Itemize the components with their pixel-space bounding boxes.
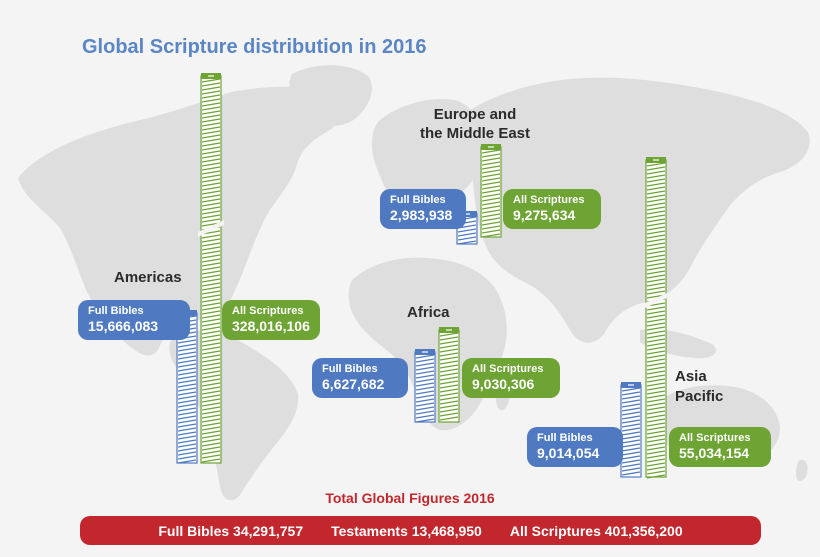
bar-all-scriptures-americas: [198, 73, 224, 464]
full-bibles-key: Full Bibles: [390, 194, 446, 206]
all-scriptures-key: All Scriptures: [472, 363, 544, 375]
full-bibles-label-europe-middle-east: Full Bibles 2,983,938: [380, 189, 466, 229]
region-name-africa: Africa: [407, 303, 450, 322]
all-scriptures-key: All Scriptures: [679, 432, 751, 444]
totals-heading: Total Global Figures 2016: [325, 490, 495, 506]
all-scriptures-label-europe-middle-east: All Scriptures 9,275,634: [503, 189, 601, 229]
total-full-bibles: Full Bibles 34,291,757: [158, 522, 304, 539]
all-scriptures-key: All Scriptures: [513, 194, 585, 206]
bar-all-scriptures-asia-pacific: [643, 157, 669, 479]
bar-full-bibles-africa: [414, 349, 436, 423]
all-scriptures-value: 9,030,306: [472, 376, 535, 392]
bar-full-bibles-asia-pacific: [620, 382, 642, 478]
full-bibles-label-asia-pacific: Full Bibles 9,014,054: [527, 427, 623, 467]
total-testaments: Testaments 13,468,950: [331, 522, 482, 539]
all-scriptures-value: 55,034,154: [679, 445, 750, 461]
region-name-line: Asia: [675, 368, 707, 385]
full-bibles-label-americas: Full Bibles 15,666,083: [78, 300, 190, 340]
total-all-scriptures: All Scriptures 401,356,200: [509, 522, 683, 539]
full-bibles-value: 9,014,054: [537, 445, 600, 461]
full-bibles-value: 2,983,938: [390, 207, 453, 223]
all-scriptures-label-americas: All Scriptures 328,016,106: [222, 300, 320, 340]
region-name-line: Africa: [407, 304, 450, 321]
all-scriptures-key: All Scriptures: [232, 305, 304, 317]
region-name-line: Pacific: [675, 388, 724, 405]
all-scriptures-value: 328,016,106: [232, 318, 310, 334]
full-bibles-key: Full Bibles: [537, 432, 593, 444]
all-scriptures-label-africa: All Scriptures 9,030,306: [462, 358, 560, 398]
full-bibles-key: Full Bibles: [322, 363, 378, 375]
full-bibles-key: Full Bibles: [88, 305, 144, 317]
region-name-line: Americas: [114, 269, 182, 286]
bar-all-scriptures-europe-middle-east: [480, 144, 502, 238]
region-name-asia-pacific: Asia Pacific: [675, 367, 723, 407]
full-bibles-value: 15,666,083: [88, 318, 159, 334]
region-name-americas: Americas: [114, 268, 182, 287]
bar-all-scriptures-africa: [438, 327, 460, 423]
all-scriptures-value: 9,275,634: [513, 207, 576, 223]
chart-title: Global Scripture distribution in 2016: [82, 36, 427, 58]
totals-bar: Full Bibles 34,291,757 Testaments 13,468…: [80, 516, 761, 545]
region-name-line: Europe and: [433, 106, 517, 123]
full-bibles-label-africa: Full Bibles 6,627,682: [312, 358, 408, 398]
region-name-europe-middle-east: Europe and the Middle East: [410, 105, 540, 143]
region-name-line: the Middle East: [419, 125, 531, 142]
all-scriptures-label-asia-pacific: All Scriptures 55,034,154: [669, 427, 771, 467]
full-bibles-value: 6,627,682: [322, 376, 385, 392]
